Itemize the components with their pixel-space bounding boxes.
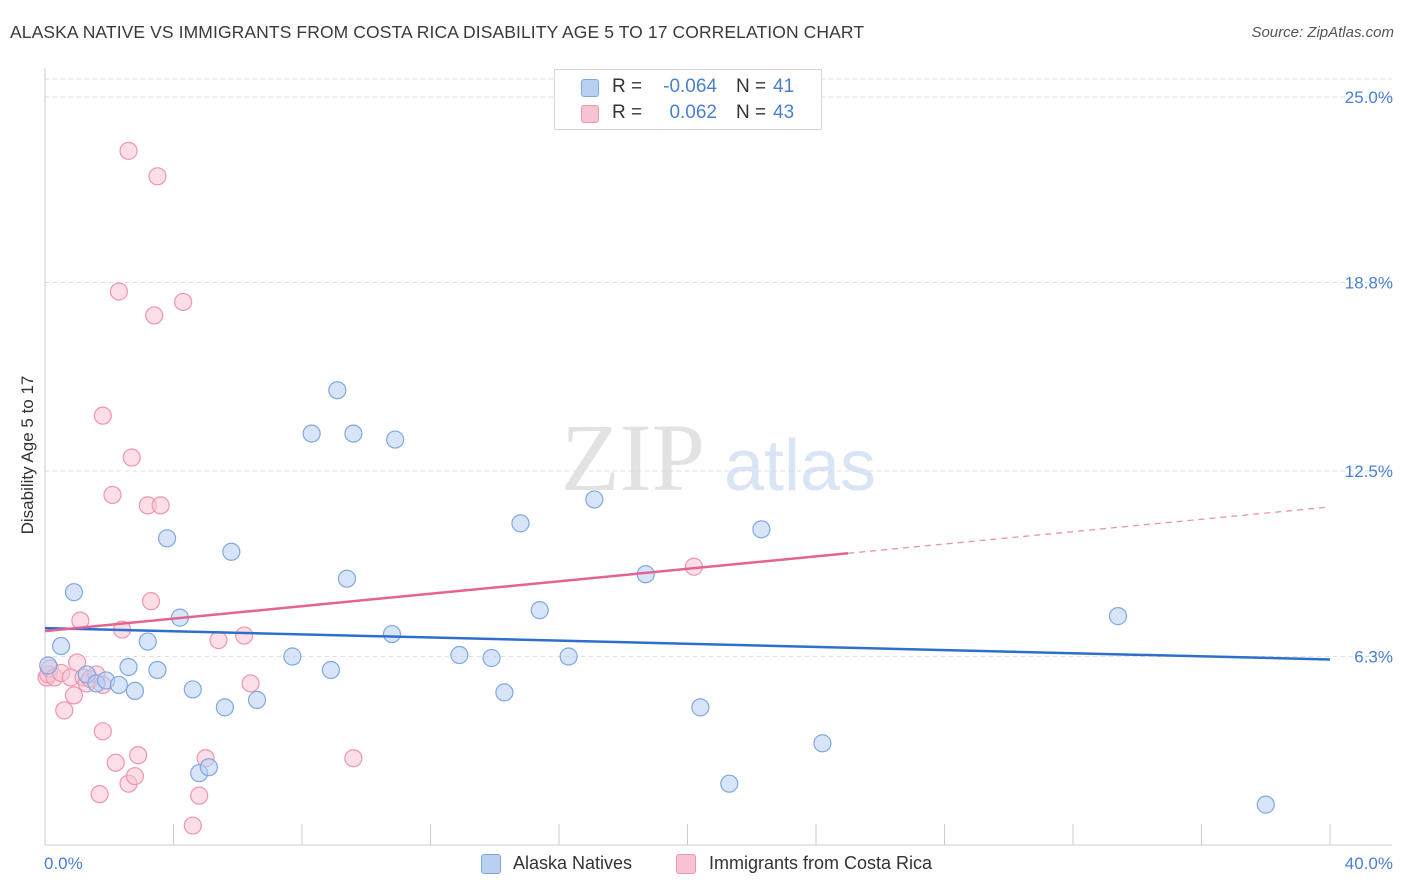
- data-point: [585, 490, 604, 509]
- tick-labels: 6.3% 12.5% 18.8% 25.0% 0.0% 40.0%: [44, 88, 1393, 873]
- watermark-zip: ZIP: [561, 404, 705, 511]
- legend-n-value: 41: [773, 76, 795, 97]
- data-point: [141, 592, 161, 611]
- chart-source: Source: ZipAtlas.com: [1251, 24, 1394, 41]
- data-point: [148, 660, 167, 680]
- data-point: [183, 816, 202, 835]
- y-tick-label: 18.8%: [1345, 274, 1393, 293]
- data-point: [321, 660, 341, 680]
- data-point: [495, 683, 514, 702]
- axis-layer: [44, 68, 1392, 846]
- series-legend: Alaska Natives Immigrants from Costa Ric…: [0, 850, 1406, 880]
- data-point: [157, 529, 177, 548]
- data-point: [530, 601, 549, 620]
- data-point: [215, 698, 234, 717]
- series-immigrants-costa-rica: [37, 141, 704, 835]
- trend-lines: [44, 506, 1331, 661]
- legend-label-alaska-natives: Alaska Natives: [513, 853, 633, 873]
- data-point: [129, 746, 148, 765]
- data-point: [344, 749, 363, 768]
- data-point: [174, 292, 193, 312]
- grid-layer: [45, 78, 1392, 658]
- legend-swatch-alaska-natives: [581, 79, 599, 97]
- data-point: [482, 648, 501, 668]
- data-point: [138, 632, 157, 651]
- chart-title: ALASKA NATIVE VS IMMIGRANTS FROM COSTA R…: [10, 22, 865, 42]
- trend-line-alaska-natives: [44, 626, 1331, 661]
- legend-swatch-immigrants-costa-rica: [581, 105, 599, 123]
- legend-r-value: -0.064: [663, 76, 717, 97]
- data-point: [190, 786, 209, 805]
- data-point: [109, 675, 128, 695]
- data-point: [209, 630, 228, 650]
- data-point: [752, 520, 771, 539]
- data-point: [39, 656, 58, 675]
- data-point: [119, 657, 138, 677]
- data-point: [337, 569, 357, 588]
- series-alaska-natives: [39, 381, 1275, 814]
- data-point: [328, 381, 347, 400]
- trend-line-immigrants-costa-rica: [44, 552, 849, 633]
- trend-extension-immigrants-costa-rica: [848, 506, 1331, 554]
- data-point: [1256, 795, 1275, 814]
- data-point: [90, 785, 109, 804]
- data-point: [109, 282, 128, 301]
- data-point: [813, 734, 832, 753]
- watermark: ZIP atlas: [561, 404, 876, 511]
- data-point: [344, 424, 363, 443]
- data-point: [119, 141, 138, 160]
- x-tick-label: 40.0%: [1345, 854, 1393, 873]
- data-point: [241, 674, 260, 693]
- data-point: [93, 722, 112, 741]
- data-point: [450, 645, 469, 665]
- data-point: [93, 406, 112, 425]
- legend-r-value: 0.062: [669, 102, 717, 123]
- data-point: [302, 424, 321, 443]
- legend-r-label: R =: [612, 76, 643, 97]
- data-point: [382, 624, 402, 644]
- data-point: [199, 758, 218, 777]
- data-point: [145, 306, 164, 325]
- data-point: [235, 626, 254, 645]
- legend-n-label: N =: [736, 102, 767, 123]
- data-point: [125, 681, 145, 701]
- data-point: [691, 698, 710, 717]
- data-point: [1108, 607, 1128, 626]
- data-point: [68, 653, 87, 672]
- data-point: [51, 636, 71, 656]
- data-point: [222, 542, 241, 561]
- data-point: [122, 448, 141, 467]
- x-tick-label: 0.0%: [44, 854, 83, 873]
- y-tick-label: 6.3%: [1354, 648, 1393, 667]
- correlation-legend: R = -0.064 N = 41 R = 0.062 N = 43: [554, 69, 822, 130]
- data-point: [103, 485, 122, 505]
- data-point: [64, 686, 84, 705]
- legend-label-immigrants-costa-rica: Immigrants from Costa Rica: [709, 853, 933, 873]
- y-tick-label: 12.5%: [1345, 462, 1393, 481]
- data-point: [283, 647, 302, 666]
- data-point: [64, 583, 84, 602]
- y-tick-label: 25.0%: [1345, 88, 1393, 107]
- legend-swatch-alaska-natives: [481, 854, 501, 874]
- data-point: [151, 496, 170, 515]
- data-point: [386, 430, 405, 449]
- data-point: [720, 774, 739, 793]
- data-point: [559, 647, 578, 666]
- data-point: [148, 167, 167, 186]
- legend-swatch-immigrants-costa-rica: [676, 854, 696, 874]
- legend-row-alaska-natives: R = -0.064 N = 41: [555, 75, 821, 101]
- data-point: [125, 767, 145, 786]
- legend-row-immigrants-costa-rica: R = 0.062 N = 43: [555, 101, 821, 127]
- data-point: [106, 753, 125, 772]
- legend-n-label: N =: [736, 76, 767, 97]
- data-point: [55, 701, 74, 720]
- data-point: [183, 680, 202, 699]
- watermark-atlas: atlas: [724, 426, 876, 506]
- legend-n-value: 43: [773, 102, 795, 123]
- data-point: [247, 690, 267, 709]
- legend-r-label: R =: [612, 102, 643, 123]
- data-point: [511, 514, 530, 533]
